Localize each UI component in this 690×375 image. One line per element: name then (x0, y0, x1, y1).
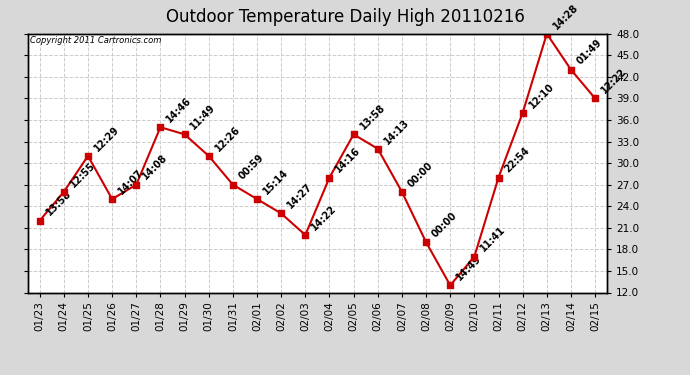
Text: 00:00: 00:00 (431, 210, 460, 239)
Point (251, 196, 262, 202)
Point (589, 96, 600, 102)
Text: 14:13: 14:13 (382, 117, 411, 146)
Text: 12:26: 12:26 (213, 124, 242, 153)
Text: 12:55: 12:55 (68, 160, 97, 189)
Point (276, 210, 287, 216)
Point (299, 232, 310, 238)
Point (58, 189, 69, 195)
Text: 14:46: 14:46 (165, 95, 194, 124)
Point (155, 124, 166, 130)
Text: 12:22: 12:22 (600, 67, 629, 96)
Text: 12:10: 12:10 (527, 81, 556, 110)
Text: 00:00: 00:00 (406, 160, 435, 189)
Point (348, 131, 359, 137)
Text: Outdoor Temperature Daily High 20110216: Outdoor Temperature Daily High 20110216 (166, 8, 524, 26)
Point (444, 282, 455, 288)
Point (34, 217, 46, 223)
Text: 14:08: 14:08 (141, 153, 170, 182)
Point (493, 174, 504, 180)
Point (541, 31, 552, 37)
Text: 14:16: 14:16 (334, 146, 363, 175)
Point (130, 182, 142, 188)
Text: 14:49: 14:49 (455, 254, 484, 282)
Point (420, 239, 432, 245)
Text: 15:14: 15:14 (262, 167, 290, 196)
Point (83, 153, 94, 159)
Point (203, 153, 214, 159)
Point (228, 182, 239, 188)
Point (179, 131, 190, 137)
Text: 11:49: 11:49 (189, 103, 218, 132)
Point (518, 110, 529, 116)
Point (565, 67, 576, 73)
Text: 22:54: 22:54 (503, 146, 532, 175)
Text: 14:22: 14:22 (310, 203, 339, 232)
Text: 13:58: 13:58 (358, 102, 387, 132)
Point (106, 196, 117, 202)
Text: 14:27: 14:27 (286, 182, 315, 211)
Point (396, 189, 407, 195)
Text: 13:58: 13:58 (44, 189, 73, 218)
Point (373, 146, 384, 152)
Text: 00:59: 00:59 (237, 153, 266, 182)
Point (469, 254, 480, 260)
Text: 12:29: 12:29 (92, 124, 121, 153)
Text: 14:07: 14:07 (117, 167, 146, 196)
Text: 14:28: 14:28 (551, 2, 580, 31)
Text: Copyright 2011 Cartronics.com: Copyright 2011 Cartronics.com (30, 36, 162, 45)
Text: 01:49: 01:49 (575, 38, 604, 67)
Text: 11:41: 11:41 (479, 225, 508, 254)
Point (324, 174, 335, 180)
